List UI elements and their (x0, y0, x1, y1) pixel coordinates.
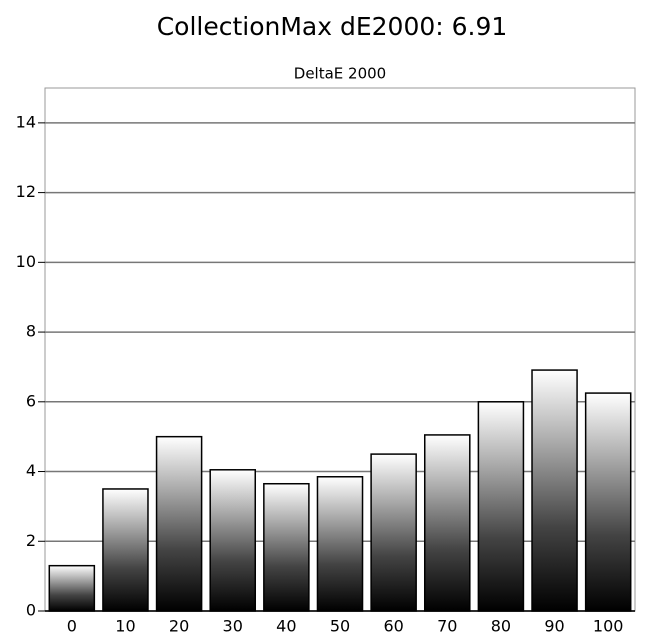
chart-subtitle: DeltaE 2000 (294, 65, 386, 83)
y-tick-label: 14 (16, 112, 36, 131)
y-tick-label: 12 (16, 182, 36, 201)
bar (423, 434, 471, 612)
x-tick-label: 80 (491, 617, 511, 636)
y-tick-label: 4 (26, 461, 36, 480)
x-tick-label: 60 (383, 617, 403, 636)
x-tick-label: 0 (67, 617, 77, 636)
x-tick-label: 90 (544, 617, 564, 636)
bar (370, 453, 417, 612)
y-tick-label: 2 (26, 531, 36, 550)
chart-title: CollectionMax dE2000: 6.91 (157, 12, 508, 41)
bar (102, 488, 149, 612)
x-tick-label: 30 (223, 617, 243, 636)
y-tick-label: 8 (26, 322, 36, 341)
x-tick-label: 20 (169, 617, 189, 636)
x-tick-label: 10 (115, 617, 135, 636)
x-tick-label: 40 (276, 617, 296, 636)
bar (584, 392, 632, 612)
x-tick-label: 50 (330, 617, 350, 636)
x-tick-label: 70 (437, 617, 457, 636)
y-tick-label: 6 (26, 391, 36, 410)
y-tick-label: 0 (26, 601, 36, 620)
bar (477, 401, 525, 612)
x-tick-label: 100 (593, 617, 624, 636)
bar (48, 564, 96, 612)
bar (531, 369, 578, 612)
bar (263, 482, 310, 612)
bar (316, 476, 364, 612)
bar (155, 435, 203, 612)
y-tick-label: 10 (16, 252, 36, 271)
bar (209, 469, 257, 612)
